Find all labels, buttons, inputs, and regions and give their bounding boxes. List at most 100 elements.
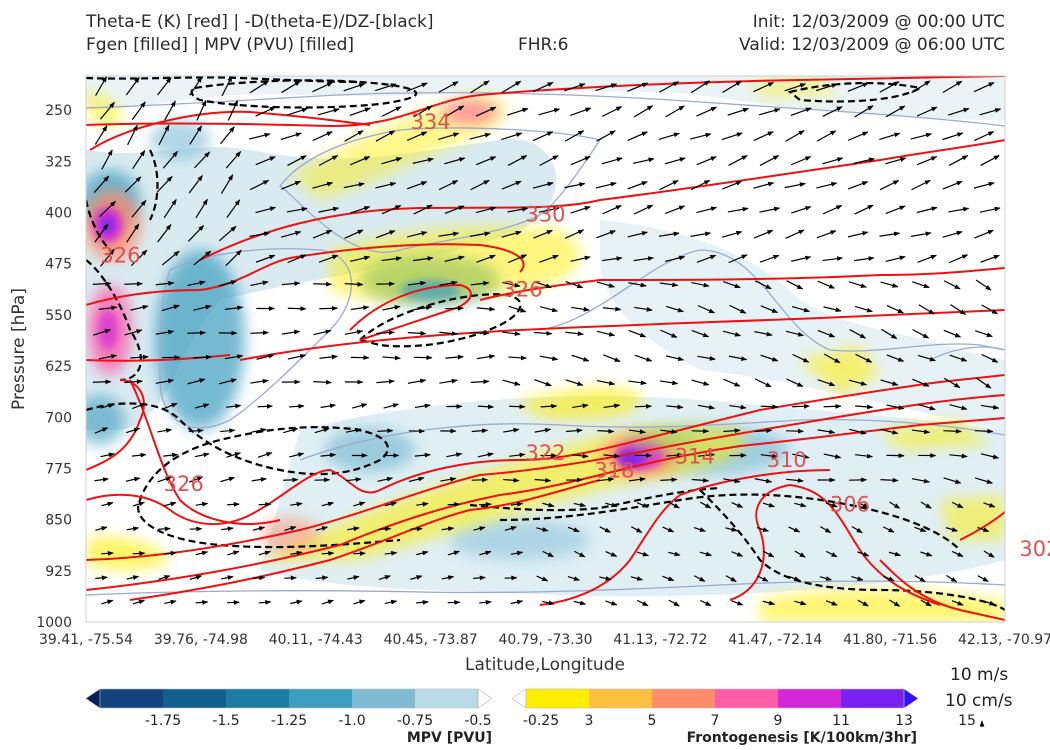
fgen-tick-label: 11	[832, 713, 850, 729]
mpv-outline	[86, 91, 1005, 127]
theta-e-contour	[86, 417, 1005, 591]
wind-vector	[250, 378, 269, 384]
wind-vector	[132, 599, 145, 605]
plot-frame	[85, 75, 1006, 623]
wind-vector	[438, 132, 460, 141]
wind-vector	[696, 106, 717, 117]
wind-vector	[318, 254, 339, 263]
wind-vector	[822, 204, 843, 215]
wind-vector	[479, 550, 492, 556]
wind-vector	[510, 599, 524, 605]
wind-vector	[815, 83, 838, 92]
wind-vector	[130, 249, 148, 267]
x-tick-label: 40.11, -74.43	[269, 632, 363, 648]
wind-vector	[880, 379, 899, 386]
wind-vector	[479, 599, 492, 605]
wind-vector	[662, 526, 675, 533]
wind-vector	[257, 452, 273, 458]
wind-vector	[226, 452, 241, 458]
wind-vector	[412, 256, 434, 262]
y-tick-label: 400	[45, 206, 72, 222]
wind-vector	[754, 478, 773, 484]
wind-vector	[697, 305, 715, 314]
wind-vector	[756, 527, 769, 532]
wind-vector	[125, 476, 141, 482]
wind-vector	[250, 330, 269, 336]
wind-vector	[725, 527, 738, 532]
wind-vector	[668, 501, 680, 509]
y-axis-label: Pressure [hPa]	[9, 288, 29, 410]
wind-vector	[977, 526, 990, 532]
wind-vector	[290, 501, 303, 507]
wind-vector	[445, 305, 464, 311]
mpv-tick-label: -0.25	[523, 713, 559, 729]
wind-vector	[788, 575, 801, 582]
x-axis-label: Latitude,Longitude	[465, 655, 625, 675]
wind-vector	[565, 331, 584, 336]
wind-vector	[573, 502, 587, 508]
y-axis: 250 325 400 475 550 625 700 775 850 925 1000	[36, 103, 72, 631]
theta-e-contour	[86, 394, 1005, 561]
wind-vector	[195, 501, 209, 507]
wind-vector	[126, 526, 140, 532]
wind-vector	[658, 132, 680, 141]
wind-vector	[533, 281, 552, 288]
wind-vector	[762, 502, 775, 508]
wind-vector	[257, 403, 273, 409]
wind-vector	[668, 551, 681, 557]
wind-vector	[943, 280, 961, 290]
wind-vector	[321, 501, 335, 507]
wind-vector	[597, 477, 615, 482]
wind-vector	[532, 181, 554, 189]
wind-vector	[286, 206, 308, 213]
wind-vector	[854, 204, 874, 215]
wind-vector	[847, 231, 869, 238]
fgen-tick-label: 13	[895, 713, 913, 729]
wind-vector	[879, 132, 901, 141]
wind-vector	[99, 101, 115, 120]
wind-vector	[920, 599, 932, 607]
wind-vector	[542, 600, 555, 606]
wind-vector	[345, 477, 362, 482]
wind-vector	[444, 255, 465, 262]
wind-vector	[696, 156, 717, 166]
wind-vector	[406, 131, 428, 141]
wind-vector	[633, 105, 654, 118]
wind-vector	[280, 132, 302, 141]
wind-vector	[536, 527, 549, 532]
wind-vector	[479, 502, 492, 507]
wind-vector	[532, 81, 554, 93]
wind-vector	[502, 331, 521, 337]
wind-vector	[473, 526, 486, 531]
wind-vector	[92, 281, 112, 287]
wind-vector	[281, 180, 302, 190]
wind-vector	[792, 353, 810, 363]
wind-vector	[283, 477, 299, 483]
wind-vector	[731, 551, 744, 557]
wind-vector	[413, 105, 433, 118]
wind-vector	[318, 206, 340, 213]
wind-vector	[573, 600, 587, 606]
wind-vector	[502, 281, 521, 288]
wind-vector	[407, 330, 427, 336]
wind-vector	[847, 82, 869, 92]
wind-vector	[820, 526, 832, 534]
wind-vector	[444, 105, 465, 118]
wind-vector	[476, 354, 496, 360]
colorbar-segment	[226, 689, 290, 708]
theta-e-label: 326	[502, 277, 542, 301]
wind-vector	[258, 550, 271, 556]
wind-vector	[353, 501, 366, 507]
wind-vector	[101, 149, 113, 170]
wind-vector	[595, 83, 618, 92]
wind-vector	[753, 229, 774, 239]
wind-vector	[601, 256, 623, 262]
wind-vector	[658, 231, 680, 237]
wind-vector	[157, 77, 172, 96]
wind-vector	[221, 76, 233, 97]
wind-vector	[599, 526, 611, 533]
wind-vector	[823, 306, 842, 313]
wind-vector	[220, 476, 235, 483]
wind-vector	[944, 377, 961, 389]
wind-vector	[158, 124, 170, 146]
